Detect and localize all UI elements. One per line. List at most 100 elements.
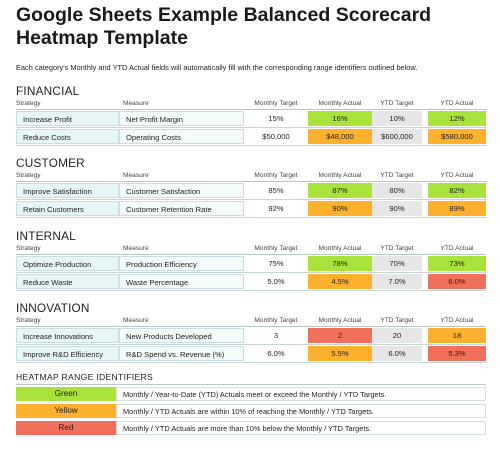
section-financial: FINANCIAL Strategy Measure Monthly Target Mo…: [16, 84, 486, 146]
monthly-target-cell[interactable]: 15%: [244, 111, 308, 126]
ytd-actual-cell[interactable]: 6.0%: [428, 274, 486, 289]
ytd-actual-cell[interactable]: 12%: [428, 111, 486, 126]
ytd-target-cell[interactable]: 90%: [372, 201, 422, 216]
ytd-actual-cell[interactable]: $580,000: [428, 129, 486, 144]
intro-text: Each category's Monthly and YTD Actual f…: [16, 63, 418, 72]
table-row: Reduce Costs Operating Costs $50,000 $48,00…: [16, 128, 486, 146]
legend-swatch-red: Red: [16, 421, 116, 435]
legend-description: Monthly / YTD Actuals are more than 10% …: [116, 421, 486, 435]
measure-cell[interactable]: New Products Developed: [119, 328, 244, 343]
measure-cell[interactable]: R&D Spend vs. Revenue (%): [119, 346, 244, 361]
measure-cell[interactable]: Net Profit Margin: [119, 111, 244, 126]
column-header-row: Strategy Measure Monthly Target Monthly Act…: [16, 243, 486, 255]
column-header-measure: Measure: [123, 245, 149, 252]
column-header-strategy: Strategy: [16, 172, 41, 179]
column-header-ytd-actual: YTD Actual: [440, 100, 474, 107]
column-header-ytd-target: YTD Target: [380, 172, 414, 179]
ytd-actual-cell[interactable]: 5.3%: [428, 346, 486, 361]
column-header-ytd-target: YTD Target: [380, 317, 414, 324]
monthly-actual-cell[interactable]: 16%: [308, 111, 372, 126]
strategy-cell[interactable]: Improve R&D Efficiency: [16, 346, 119, 361]
column-header-ytd-actual: YTD Actual: [440, 172, 474, 179]
monthly-target-cell[interactable]: 92%: [244, 201, 308, 216]
column-header-row: Strategy Measure Monthly Target Monthly Act…: [16, 98, 486, 110]
ytd-actual-cell[interactable]: 89%: [428, 201, 486, 216]
monthly-target-cell[interactable]: 75%: [244, 256, 308, 271]
strategy-cell[interactable]: Retain Customers: [16, 201, 119, 216]
column-header-measure: Measure: [123, 317, 149, 324]
column-header-monthly-target: Monthly Target: [254, 172, 298, 179]
strategy-cell[interactable]: Improve Satisfaction: [16, 183, 119, 198]
section-customer: CUSTOMER Strategy Measure Monthly Target Mon…: [16, 156, 486, 218]
strategy-cell[interactable]: Increase Profit: [16, 111, 119, 126]
measure-cell[interactable]: Customer Satisfaction: [119, 183, 244, 198]
table-row: Increase Innovations New Products Develop…: [16, 327, 486, 345]
column-header-monthly-target: Monthly Target: [254, 245, 298, 252]
monthly-actual-cell[interactable]: 4.5%: [308, 274, 372, 289]
ytd-target-cell[interactable]: 6.0%: [372, 346, 422, 361]
ytd-actual-cell[interactable]: 18: [428, 328, 486, 343]
monthly-actual-cell[interactable]: 78%: [308, 256, 372, 271]
column-header-ytd-target: YTD Target: [380, 100, 414, 107]
table-row: Improve Satisfaction Customer Satisfactio…: [16, 182, 486, 200]
column-header-strategy: Strategy: [16, 100, 41, 107]
measure-cell[interactable]: Waste Percentage: [119, 274, 244, 289]
legend-description: Monthly / YTD Actuals are within 10% of …: [116, 404, 486, 418]
monthly-actual-cell[interactable]: $48,000: [308, 129, 372, 144]
measure-cell[interactable]: Production Efficiency: [119, 256, 244, 271]
ytd-target-cell[interactable]: 20: [372, 328, 422, 343]
table-row: Increase Profit Net Profit Margin 15% 16% 10…: [16, 110, 486, 128]
ytd-target-cell[interactable]: 7.0%: [372, 274, 422, 289]
legend-title: HEATMAP RANGE IDENTIFIERS: [16, 370, 486, 385]
section-internal: INTERNAL Strategy Measure Monthly Target Mon…: [16, 229, 486, 291]
section-title: CUSTOMER: [16, 156, 85, 170]
page-title: Google Sheets Example Balanced Scorecard…: [16, 4, 432, 49]
monthly-actual-cell[interactable]: 2: [308, 328, 372, 343]
column-header-row: Strategy Measure Monthly Target Monthly Act…: [16, 170, 486, 182]
table-row: Optimize Production Production Efficiency…: [16, 255, 486, 273]
monthly-target-cell[interactable]: 5.0%: [244, 274, 308, 289]
section-title: INNOVATION: [16, 301, 90, 315]
measure-cell[interactable]: Customer Retention Rate: [119, 201, 244, 216]
legend-row: Yellow Monthly / YTD Actuals are within 1…: [16, 402, 486, 419]
ytd-actual-cell[interactable]: 73%: [428, 256, 486, 271]
column-header-measure: Measure: [123, 172, 149, 179]
column-header-ytd-target: YTD Target: [380, 245, 414, 252]
monthly-target-cell[interactable]: 85%: [244, 183, 308, 198]
monthly-actual-cell[interactable]: 87%: [308, 183, 372, 198]
legend-swatch-yellow: Yellow: [16, 404, 116, 418]
ytd-target-cell[interactable]: 80%: [372, 183, 422, 198]
strategy-cell[interactable]: Optimize Production: [16, 256, 119, 271]
column-header-ytd-actual: YTD Actual: [440, 317, 474, 324]
column-header-ytd-actual: YTD Actual: [440, 245, 474, 252]
monthly-target-cell[interactable]: $50,000: [244, 129, 308, 144]
column-header-monthly-actual: Monthly Actual: [318, 317, 362, 324]
monthly-actual-cell[interactable]: 5.5%: [308, 346, 372, 361]
column-header-monthly-actual: Monthly Actual: [318, 172, 362, 179]
table-row: Improve R&D Efficiency R&D Spend vs. Reve…: [16, 345, 486, 363]
section-innovation: INNOVATION Strategy Measure Monthly Target M…: [16, 301, 486, 363]
legend-row: Red Monthly / YTD Actuals are more than 1…: [16, 419, 486, 436]
section-title: FINANCIAL: [16, 84, 80, 98]
legend-swatch-green: Green: [16, 387, 116, 401]
column-header-monthly-target: Monthly Target: [254, 317, 298, 324]
strategy-cell[interactable]: Reduce Waste: [16, 274, 119, 289]
legend-description: Monthly / Year-to-Date (YTD) Actuals mee…: [116, 387, 486, 401]
table-row: Reduce Waste Waste Percentage 5.0% 4.5% 7.0%…: [16, 273, 486, 291]
column-header-strategy: Strategy: [16, 317, 41, 324]
strategy-cell[interactable]: Reduce Costs: [16, 129, 119, 144]
strategy-cell[interactable]: Increase Innovations: [16, 328, 119, 343]
table-row: Retain Customers Customer Retention Rate 9…: [16, 200, 486, 218]
legend-row: Green Monthly / Year-to-Date (YTD) Actual…: [16, 385, 486, 402]
column-header-monthly-actual: Monthly Actual: [318, 245, 362, 252]
section-title: INTERNAL: [16, 229, 76, 243]
monthly-actual-cell[interactable]: 90%: [308, 201, 372, 216]
ytd-target-cell[interactable]: 70%: [372, 256, 422, 271]
monthly-target-cell[interactable]: 6.0%: [244, 346, 308, 361]
column-header-measure: Measure: [123, 100, 149, 107]
ytd-actual-cell[interactable]: 82%: [428, 183, 486, 198]
ytd-target-cell[interactable]: $600,000: [372, 129, 422, 144]
monthly-target-cell[interactable]: 3: [244, 328, 308, 343]
measure-cell[interactable]: Operating Costs: [119, 129, 244, 144]
ytd-target-cell[interactable]: 10%: [372, 111, 422, 126]
